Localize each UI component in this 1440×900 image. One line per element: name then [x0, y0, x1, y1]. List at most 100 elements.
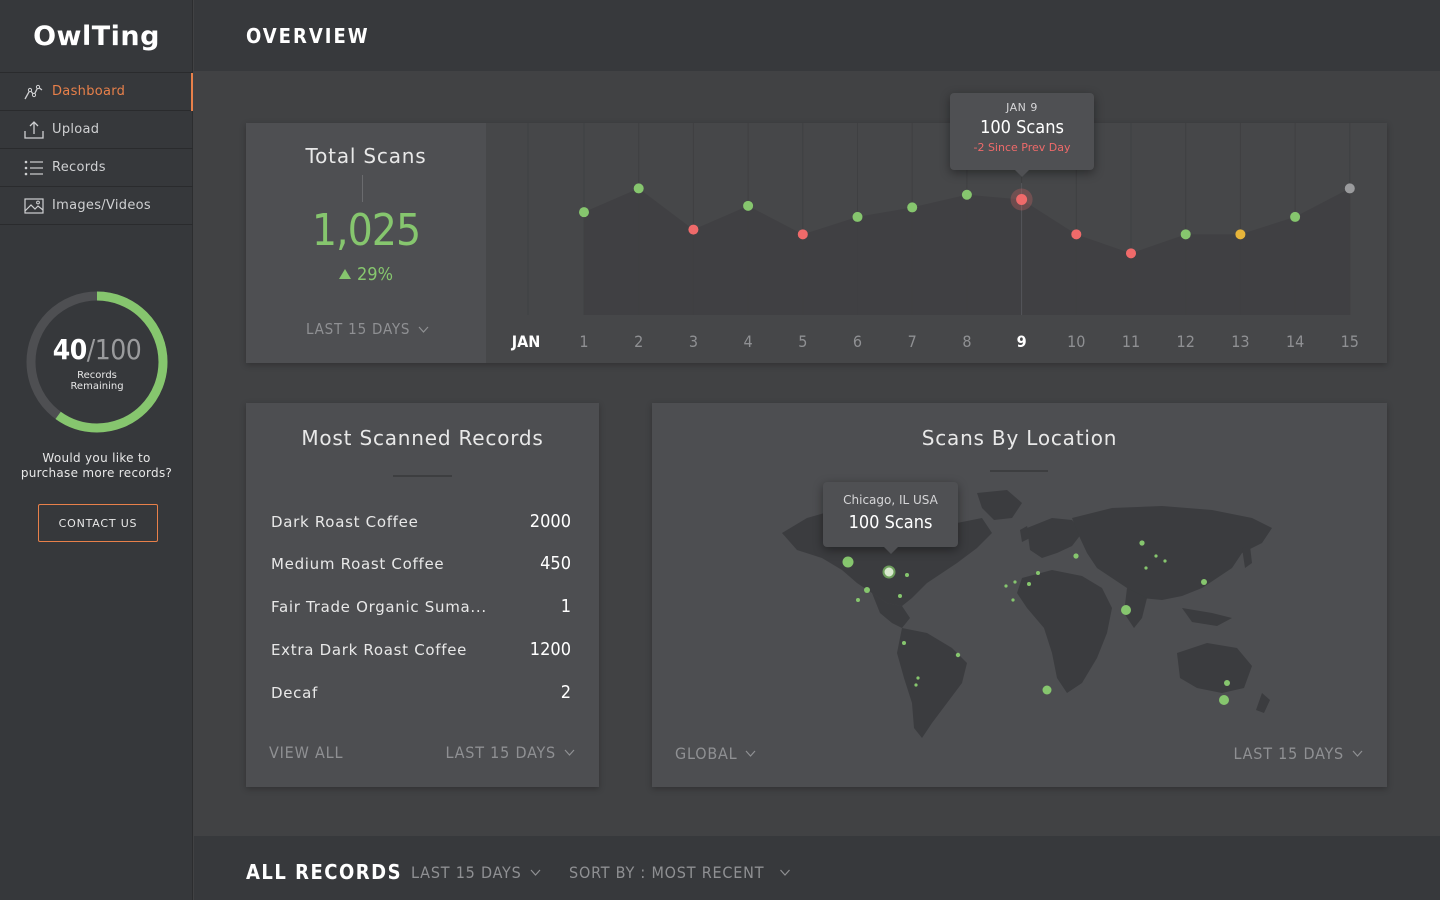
sort-dropdown[interactable]: SORT BY : MOST RECENT	[569, 863, 792, 882]
all-records-title: ALL RECORDS	[246, 860, 403, 884]
map-marker-chicago	[882, 565, 896, 579]
data-point	[1290, 211, 1301, 222]
top-header: OVERVIEW	[194, 0, 1440, 71]
data-point	[1126, 248, 1136, 259]
record-name: Dark Roast Coffee	[271, 512, 419, 531]
sidebar-item-label: Records	[52, 160, 106, 175]
chevron-down-icon	[530, 869, 540, 876]
location-range-dropdown[interactable]: LAST 15 DAYS	[1233, 744, 1363, 763]
sidebar-item-label: Upload	[52, 122, 100, 137]
most-scanned-card: Most Scanned Records Dark Roast Coffee 20…	[246, 403, 599, 787]
data-point	[743, 200, 754, 211]
x-tick-label: 1	[579, 332, 588, 351]
location-title: Scans By Location	[921, 426, 1118, 450]
record-name: Decaf	[271, 683, 318, 702]
scans-by-location-card: Scans By Location	[652, 403, 1387, 787]
data-point	[961, 189, 972, 200]
most-scanned-title: Most Scanned Records	[301, 426, 544, 450]
map-tooltip-value: 100 Scans	[848, 512, 933, 533]
x-tick-label: 10	[1067, 332, 1085, 351]
list-item[interactable]: Dark Roast Coffee 2000	[271, 511, 571, 532]
sidebar: OwlTing Dashboard Upload Records Images/…	[0, 0, 193, 900]
gauge-readout: 40/100 Records Remaining	[24, 289, 170, 435]
sidebar-item-label: Dashboard	[52, 84, 126, 99]
image-icon	[24, 197, 44, 215]
gauge-label: Records Remaining	[70, 369, 124, 392]
data-point	[852, 211, 863, 222]
record-count: 1200	[529, 639, 571, 660]
tooltip-change: -2 Since Prev Day	[973, 141, 1071, 154]
title-divider	[362, 175, 363, 202]
x-tick-label: 15	[1341, 332, 1359, 351]
data-point	[1344, 183, 1355, 194]
x-tick-label: 9	[1017, 332, 1027, 351]
view-all-link[interactable]: VIEW ALL	[269, 743, 344, 762]
x-tick-label: 12	[1177, 332, 1195, 351]
list-item[interactable]: Medium Roast Coffee 450	[271, 553, 571, 574]
data-point	[1180, 229, 1191, 240]
contact-us-button[interactable]: CONTACT US	[38, 504, 158, 542]
record-name: Fair Trade Organic Suma...	[271, 597, 487, 616]
record-count: 450	[540, 553, 571, 574]
data-point	[1235, 229, 1246, 240]
gauge-value: 40/100	[52, 332, 142, 366]
map-tooltip: Chicago, IL USA 100 Scans	[823, 482, 958, 554]
record-name: Extra Dark Roast Coffee	[271, 640, 468, 659]
list-item[interactable]: Fair Trade Organic Suma... 1	[271, 596, 571, 617]
x-tick-label: 5	[798, 332, 807, 351]
data-point	[907, 202, 918, 213]
total-scans-summary: Total Scans 1,025 29% LAST 15 DAYS	[246, 123, 486, 363]
all-records-bar: ALL RECORDS LAST 15 DAYS SORT BY : MOST …	[194, 836, 1440, 900]
data-point	[688, 224, 699, 235]
page-title: OVERVIEW	[246, 24, 370, 48]
list-icon	[24, 159, 44, 177]
scans-line-chart: JAN 1 2 3 4 5 6 7 8 9 10 11 12 13 14 15	[511, 123, 1359, 351]
x-tick-label: 4	[744, 332, 753, 351]
x-tick-label: 3	[689, 332, 698, 351]
total-scans-title: Total Scans	[305, 144, 427, 168]
data-point	[633, 183, 644, 194]
most-scanned-range-dropdown[interactable]: LAST 15 DAYS	[445, 743, 575, 762]
location-scope-dropdown[interactable]: GLOBAL	[675, 744, 756, 763]
list-item[interactable]: Extra Dark Roast Coffee 1200	[271, 639, 571, 660]
logo[interactable]: OwlTing	[33, 20, 160, 52]
title-divider	[393, 475, 452, 477]
total-scans-card: Total Scans 1,025 29% LAST 15 DAYS JAN 1 2…	[246, 123, 1387, 363]
upload-icon	[24, 120, 44, 139]
total-scans-value: 1,025	[311, 205, 421, 256]
data-point	[797, 229, 808, 240]
chart-tooltip: JAN 9 100 Scans -2 Since Prev Day	[950, 93, 1094, 177]
record-count: 1	[560, 596, 571, 617]
x-tick-label: 6	[853, 332, 862, 351]
x-tick-label: 2	[634, 332, 643, 351]
sidebar-item-records[interactable]: Records	[0, 149, 193, 187]
record-name: Medium Roast Coffee	[271, 554, 445, 573]
sidebar-nav: Dashboard Upload Records Images/Videos	[0, 72, 193, 225]
chevron-down-icon	[418, 326, 429, 333]
records-gauge	[26, 291, 168, 433]
chevron-down-icon	[746, 750, 756, 757]
chevron-down-icon	[1352, 750, 1363, 757]
data-point	[1016, 194, 1028, 205]
arrow-up-icon	[339, 269, 351, 279]
sidebar-item-upload[interactable]: Upload	[0, 111, 193, 149]
series-area	[584, 188, 1350, 315]
x-tick-label: JAN	[511, 332, 541, 351]
tooltip-value: 100 Scans	[980, 117, 1064, 138]
tooltip-date: JAN 9	[1006, 101, 1038, 114]
list-item[interactable]: Decaf 2	[271, 682, 571, 703]
chevron-down-icon	[564, 749, 575, 756]
record-count: 2	[560, 682, 571, 703]
sidebar-item-dashboard[interactable]: Dashboard	[0, 73, 193, 111]
total-scans-range-dropdown[interactable]: LAST 15 DAYS	[306, 320, 429, 338]
sidebar-item-images-videos[interactable]: Images/Videos	[0, 187, 193, 225]
x-tick-label: 8	[962, 332, 971, 351]
chevron-down-icon	[780, 869, 791, 876]
total-scans-change: 29%	[246, 264, 486, 285]
x-tick-label: 13	[1231, 332, 1249, 351]
x-tick-label: 14	[1286, 332, 1304, 351]
all-records-range-dropdown[interactable]: LAST 15 DAYS	[411, 863, 541, 882]
x-tick-label: 11	[1122, 332, 1140, 351]
record-count: 2000	[529, 511, 571, 532]
x-tick-label: 7	[908, 332, 917, 351]
